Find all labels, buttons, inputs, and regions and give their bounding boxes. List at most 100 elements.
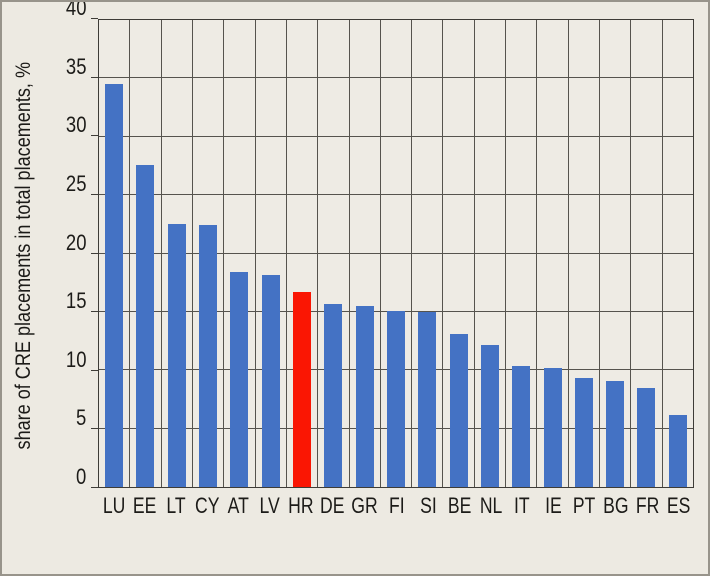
category-column-CY <box>193 20 225 487</box>
h-gridline-30 <box>99 135 693 137</box>
y-tick-mark-30 <box>91 135 98 137</box>
category-column-BG <box>600 20 632 487</box>
bar-LT <box>167 224 186 487</box>
x-tick-label-text: FI <box>389 493 405 518</box>
category-column-IE <box>537 20 569 487</box>
bar-IT <box>512 365 531 487</box>
y-tick-label-40: 40 <box>65 0 86 20</box>
x-tick-label-LU: LU <box>98 494 129 520</box>
bar-BG <box>606 380 625 487</box>
x-tick-label-CY: CY <box>192 494 223 520</box>
y-tick-label-30: 30 <box>65 112 86 138</box>
category-column-LT <box>162 20 193 487</box>
category-column-DE <box>318 20 350 487</box>
x-tick-label-text: BE <box>447 493 472 518</box>
x-tick-label-IT: IT <box>506 494 537 520</box>
h-gridline-35 <box>99 77 693 79</box>
x-tick-label-text: HR <box>288 493 314 518</box>
y-tick-mark-40 <box>91 18 98 19</box>
x-tick-label-text: EE <box>133 493 157 518</box>
bar-HR <box>293 292 312 487</box>
y-tick-label-25: 25 <box>65 170 86 196</box>
category-column-HR <box>287 20 319 487</box>
x-tick-label-text: SI <box>419 493 437 518</box>
bar-BE <box>449 334 468 487</box>
category-column-ES <box>663 20 693 487</box>
plot-area <box>98 19 694 488</box>
x-tick-label-LT: LT <box>160 494 191 520</box>
bar-FI <box>386 310 405 487</box>
category-column-LU <box>99 20 131 487</box>
x-tick-label-text: FR <box>635 493 659 518</box>
y-tick-mark-35 <box>91 76 98 78</box>
category-column-LV <box>256 20 287 487</box>
x-tick-label-text: LV <box>259 493 280 518</box>
x-tick-label-GR: GR <box>348 494 381 520</box>
x-tick-label-text: CY <box>195 493 220 518</box>
x-tick-label-text: IE <box>544 493 562 518</box>
category-column-IT <box>506 20 538 487</box>
y-tick-mark-20 <box>91 252 98 254</box>
x-tick-label-DE: DE <box>317 494 348 520</box>
x-tick-label-text: GR <box>351 493 379 518</box>
category-column-FI <box>381 20 413 487</box>
bar-AT <box>230 272 249 487</box>
y-tick-label-20: 20 <box>65 229 86 255</box>
x-tick-label-FI: FI <box>381 494 412 520</box>
bar-PT <box>574 378 593 487</box>
y-tick-mark-10 <box>91 369 98 371</box>
x-tick-label-NL: NL <box>475 494 506 520</box>
category-column-EE <box>130 20 162 487</box>
bar-CY <box>199 225 218 487</box>
x-tick-label-EE: EE <box>129 494 160 520</box>
bar-NL <box>480 344 499 487</box>
bars-layer <box>99 20 693 487</box>
x-tick-label-BE: BE <box>444 494 475 520</box>
y-tick-mark-15 <box>91 311 98 313</box>
category-column-PT <box>569 20 600 487</box>
bar-FR <box>637 387 656 487</box>
y-tick-label-35: 35 <box>65 53 86 79</box>
x-tick-label-SI: SI <box>413 494 444 520</box>
y-tick-mark-0 <box>91 487 98 488</box>
x-tick-label-BG: BG <box>600 494 632 520</box>
bar-IE <box>543 367 562 487</box>
y-tick-mark-5 <box>91 428 98 430</box>
x-tick-label-IE: IE <box>537 494 568 520</box>
bar-EE <box>136 164 155 487</box>
x-tick-label-AT: AT <box>223 494 254 520</box>
bar-ES <box>668 414 687 487</box>
x-tick-label-text: NL <box>479 493 502 518</box>
x-tick-label-text: LT <box>166 493 186 518</box>
x-tick-label-text: IT <box>513 493 530 518</box>
x-tick-label-text: PT <box>572 493 596 518</box>
x-tick-label-text: DE <box>320 493 345 518</box>
y-tick-label-10: 10 <box>65 346 86 372</box>
category-column-NL <box>475 20 507 487</box>
x-tick-label-ES: ES <box>663 494 694 520</box>
y-tick-label-0: 0 <box>75 464 86 489</box>
category-column-SI <box>412 20 444 487</box>
bar-GR <box>355 306 374 487</box>
bar-DE <box>324 303 343 487</box>
category-column-FR <box>631 20 663 487</box>
y-tick-mark-25 <box>91 193 98 195</box>
y-tick-label-15: 15 <box>65 288 86 314</box>
x-tick-label-text: LU <box>102 493 125 518</box>
x-tick-label-HR: HR <box>285 494 317 520</box>
category-column-AT <box>224 20 256 487</box>
category-column-GR <box>350 20 381 487</box>
h-gridline-20 <box>99 252 693 254</box>
bar-SI <box>418 311 437 487</box>
bar-LV <box>261 274 280 487</box>
x-tick-label-FR: FR <box>632 494 663 520</box>
bar-LU <box>105 84 124 487</box>
y-tick-label-5: 5 <box>75 405 86 431</box>
x-tick-label-LV: LV <box>254 494 285 520</box>
x-tick-label-text: ES <box>666 493 691 518</box>
category-column-BE <box>443 20 475 487</box>
y-axis-ticks: 0 5 10 15 20 25 30 35 40 <box>2 2 98 489</box>
x-axis-labels: LU EE LT CY AT LV HR DE GR FI SI BE NL IT IE PT BG FR ES <box>98 494 694 520</box>
x-tick-label-PT: PT <box>569 494 600 520</box>
